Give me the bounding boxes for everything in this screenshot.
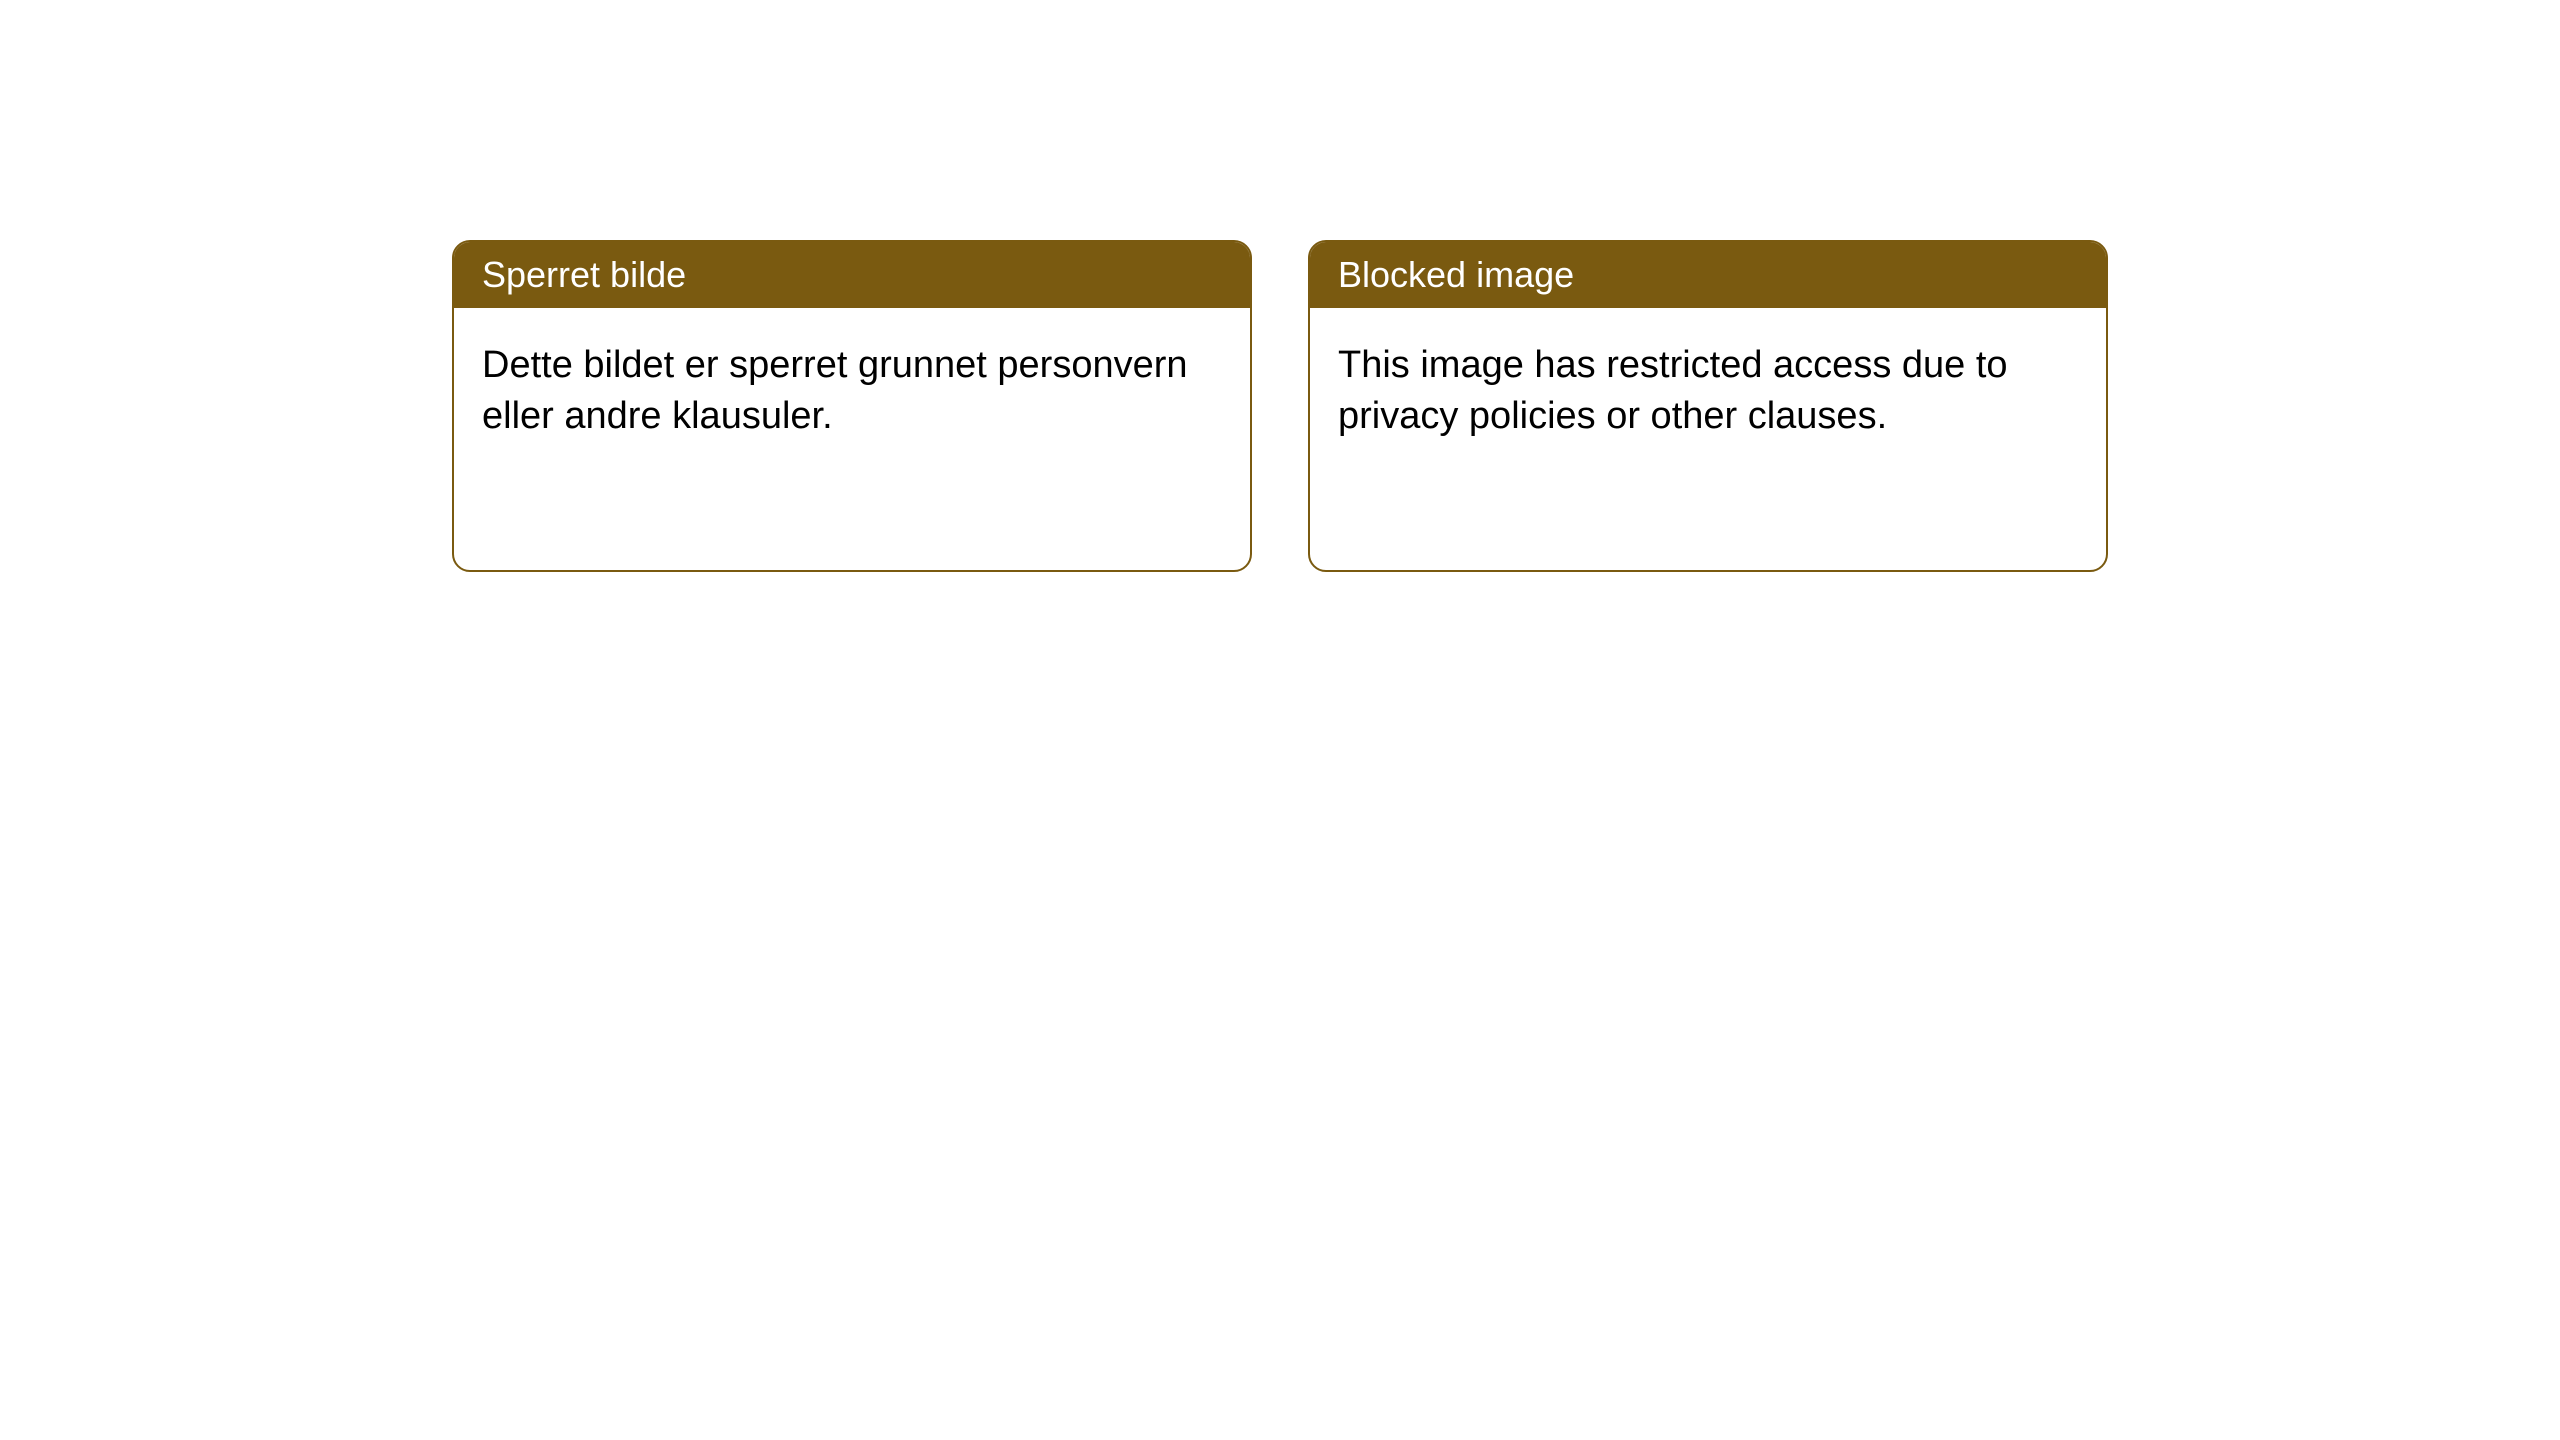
card-message: This image has restricted access due to …	[1338, 344, 2008, 437]
card-header: Blocked image	[1310, 242, 2106, 308]
card-message: Dette bildet er sperret grunnet personve…	[482, 344, 1188, 437]
blocked-image-card-no: Sperret bilde Dette bildet er sperret gr…	[452, 240, 1252, 572]
blocked-image-card-en: Blocked image This image has restricted …	[1308, 240, 2108, 572]
card-body: Dette bildet er sperret grunnet personve…	[454, 308, 1250, 475]
card-title: Sperret bilde	[482, 254, 686, 295]
cards-container: Sperret bilde Dette bildet er sperret gr…	[452, 240, 2108, 1440]
card-title: Blocked image	[1338, 254, 1574, 295]
card-header: Sperret bilde	[454, 242, 1250, 308]
card-body: This image has restricted access due to …	[1310, 308, 2106, 475]
